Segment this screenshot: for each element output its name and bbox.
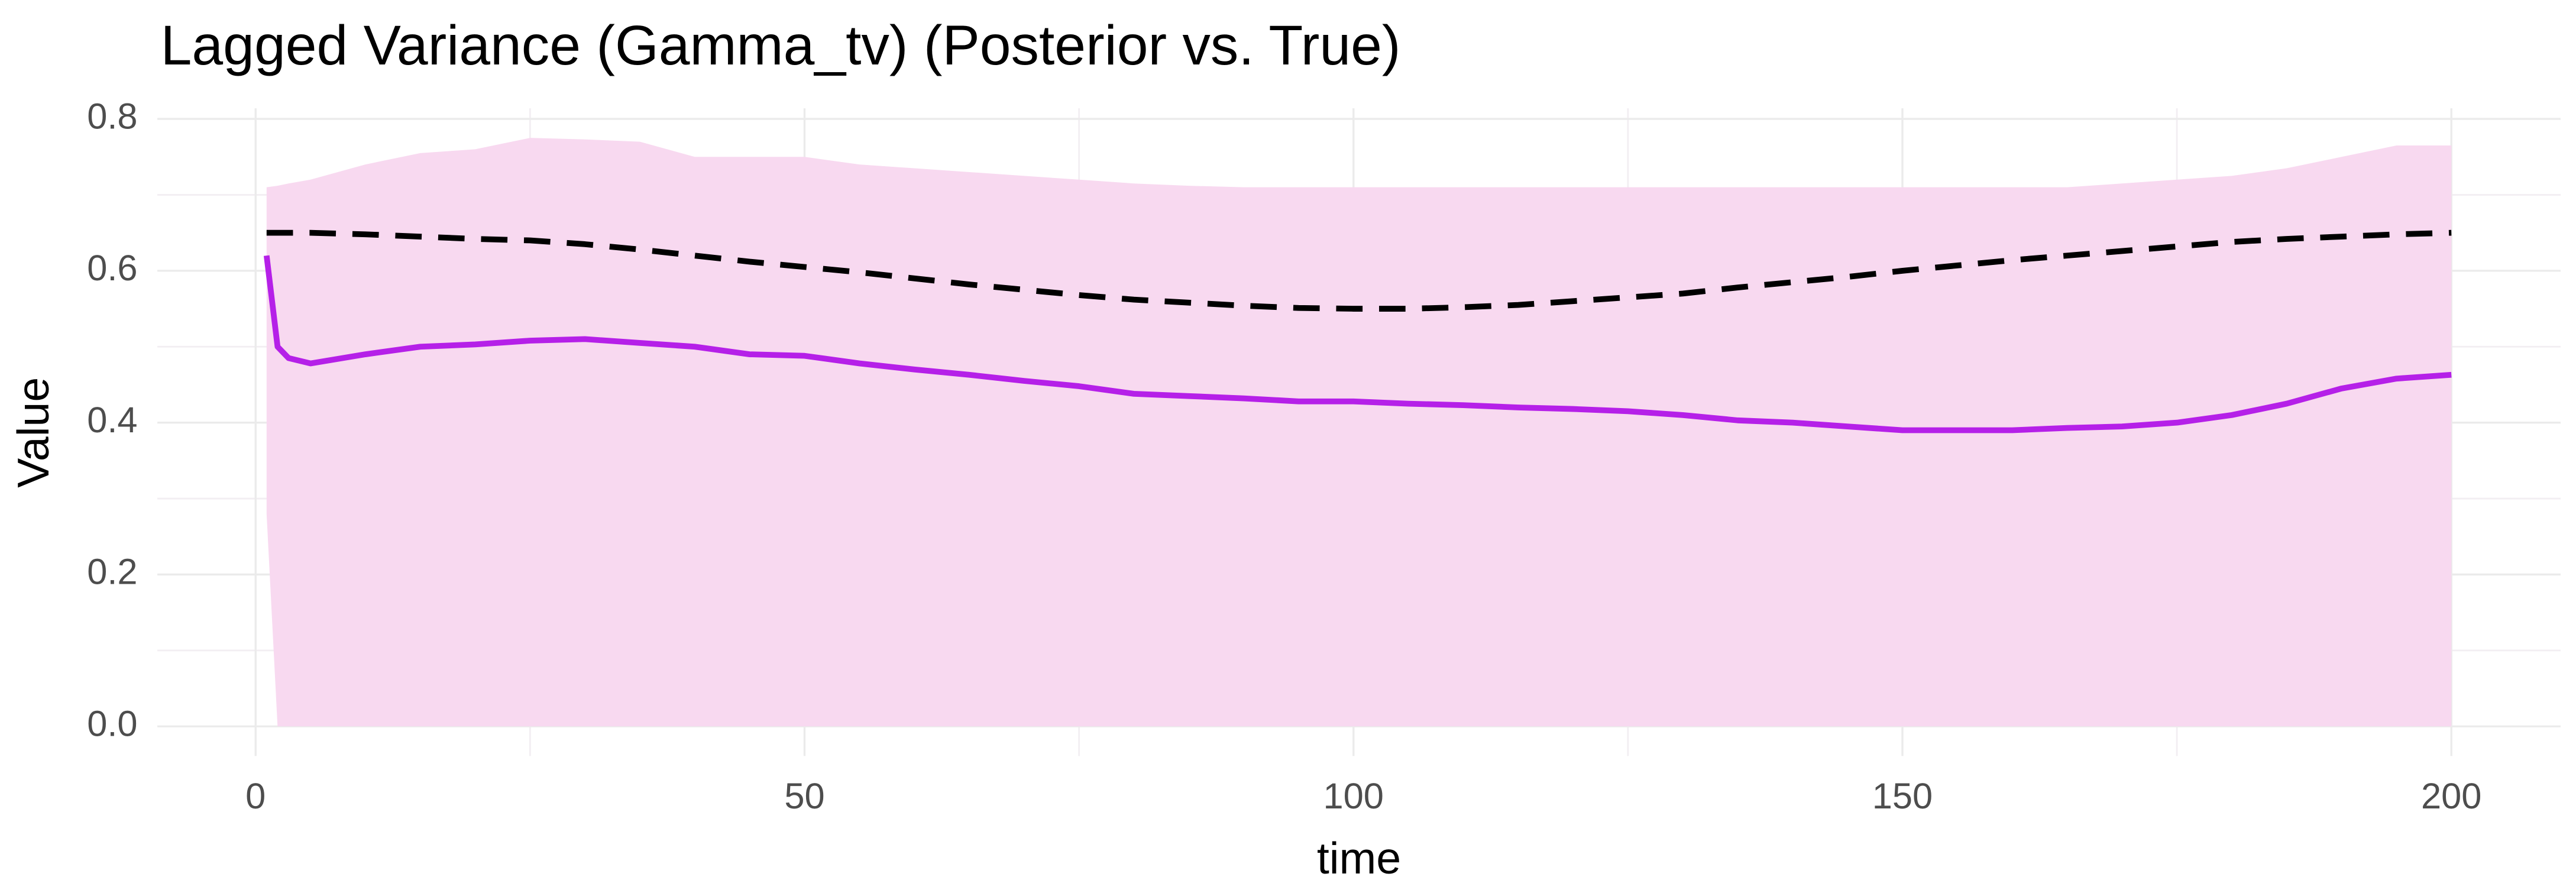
x-axis-title: time — [1317, 833, 1401, 883]
x-tick-label: 200 — [2421, 776, 2481, 817]
credible-band — [266, 138, 2452, 727]
y-tick-label: 0.6 — [87, 248, 137, 289]
x-tick-label: 150 — [1872, 776, 1933, 817]
x-tick-label: 0 — [245, 776, 266, 817]
posterior-line — [263, 255, 2452, 433]
x-tick-label: 100 — [1323, 776, 1384, 817]
y-tick-label: 0.0 — [87, 703, 137, 744]
y-axis-title: Value — [8, 377, 58, 488]
chart-title: Lagged Variance (Gamma_tv) (Posterior vs… — [161, 14, 1401, 77]
x-tick-label: 50 — [784, 776, 824, 817]
y-tick-label: 0.4 — [87, 400, 137, 441]
y-tick-label: 0.2 — [87, 552, 137, 593]
true-line — [266, 229, 2452, 312]
y-tick-label: 0.8 — [87, 96, 137, 137]
